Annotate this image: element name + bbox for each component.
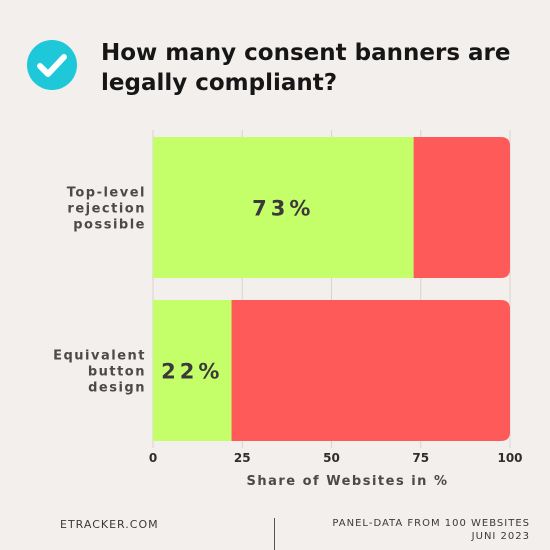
bar-segment: [413, 137, 510, 278]
bar-segment: [153, 300, 232, 441]
x-axis-label: Share of Websites in %: [246, 474, 448, 489]
footer-source: ETRACKER.COM: [60, 518, 159, 531]
data-label: 22%: [161, 360, 223, 384]
bar-segment: [231, 300, 511, 441]
footer-note-line2: JUNI 2023: [471, 531, 530, 542]
category-label: Equivalent button design: [53, 349, 146, 396]
x-tick-label: 100: [497, 451, 522, 465]
page-title: How many consent banners are legally com…: [101, 40, 511, 96]
x-tick-label: 25: [234, 451, 251, 465]
category-label: Top-level rejection possible: [67, 186, 146, 233]
x-tick-label: 0: [149, 451, 157, 465]
x-tick-label: 75: [412, 451, 429, 465]
footer-note: PANEL-DATA FROM 100 WEBSITES JUNI 2023: [332, 517, 530, 543]
bar-segment: [153, 137, 414, 278]
check-circle-icon: [27, 40, 77, 90]
data-label: 73%: [252, 197, 314, 221]
x-tick-label: 50: [323, 451, 340, 465]
title-row: How many consent banners are legally com…: [27, 38, 527, 102]
footer-divider: [274, 518, 275, 550]
footer-note-line1: PANEL-DATA FROM 100 WEBSITES: [332, 518, 530, 529]
